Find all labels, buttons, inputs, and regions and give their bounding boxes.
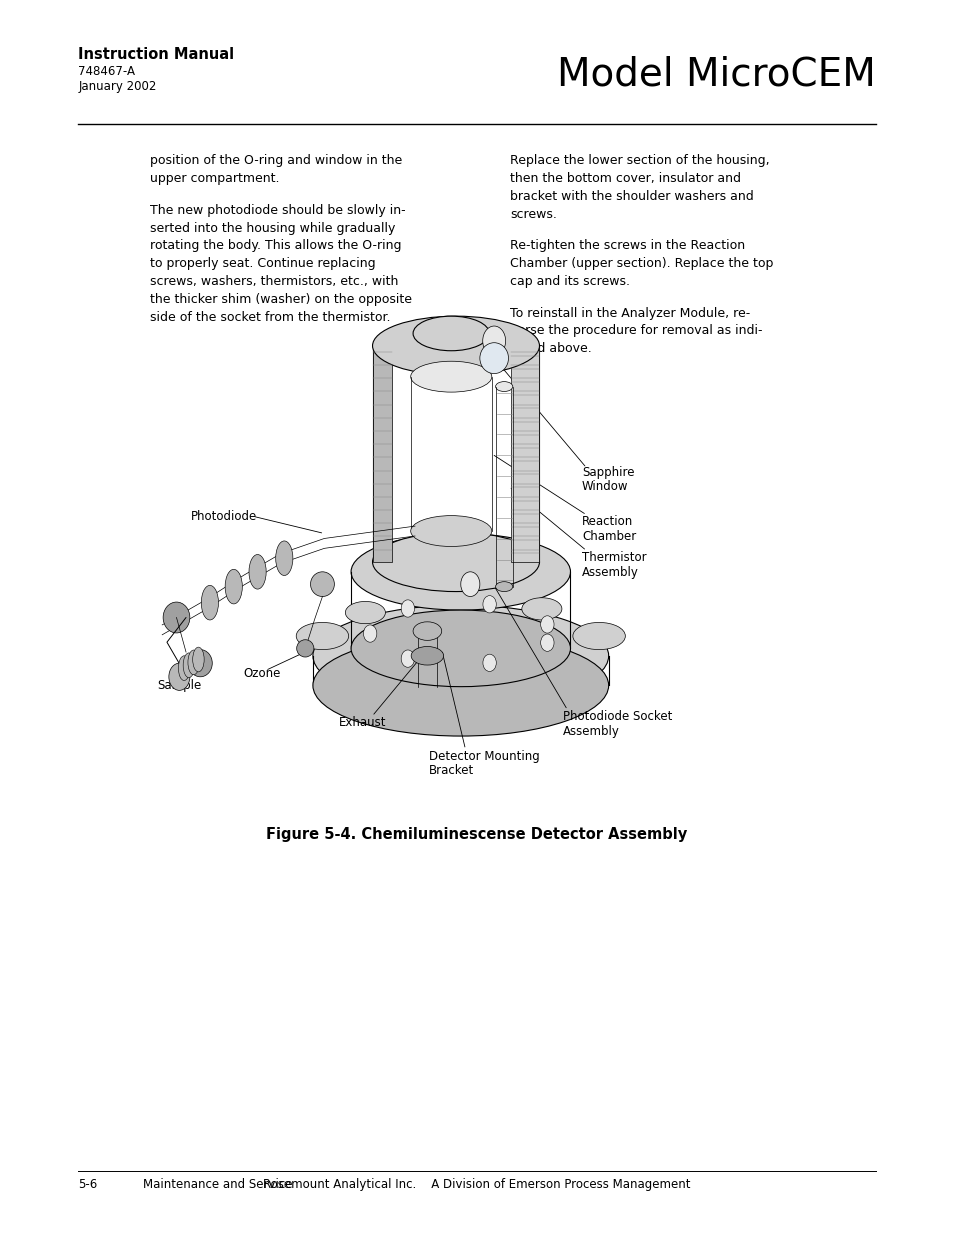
Ellipse shape: [521, 598, 561, 620]
Text: Sample: Sample: [157, 679, 201, 692]
Text: January 2002: January 2002: [78, 80, 156, 94]
Text: bracket with the shoulder washers and: bracket with the shoulder washers and: [510, 190, 754, 204]
Text: Thermistor: Thermistor: [581, 551, 646, 564]
Ellipse shape: [413, 621, 441, 640]
Text: Reaction: Reaction: [581, 515, 633, 529]
Text: then the bottom cover, insulator and: then the bottom cover, insulator and: [510, 173, 740, 185]
Ellipse shape: [188, 650, 212, 677]
Text: Photodiode Socket: Photodiode Socket: [562, 710, 672, 724]
Ellipse shape: [295, 622, 349, 650]
Text: 748467-A: 748467-A: [78, 65, 135, 79]
Ellipse shape: [178, 656, 190, 680]
Text: Chamber: Chamber: [581, 530, 636, 543]
Ellipse shape: [372, 316, 539, 375]
Circle shape: [482, 595, 496, 613]
Ellipse shape: [413, 316, 489, 351]
Ellipse shape: [225, 569, 242, 604]
Ellipse shape: [169, 663, 190, 690]
Text: Photodiode: Photodiode: [191, 510, 256, 522]
Text: Rosemount Analytical Inc.    A Division of Emerson Process Management: Rosemount Analytical Inc. A Division of …: [263, 1178, 690, 1192]
Text: To reinstall in the Analyzer Module, re-: To reinstall in the Analyzer Module, re-: [510, 306, 750, 320]
Ellipse shape: [479, 343, 508, 374]
Text: verse the procedure for removal as indi-: verse the procedure for removal as indi-: [510, 325, 762, 337]
Text: Assembly: Assembly: [581, 566, 639, 579]
Ellipse shape: [249, 555, 266, 589]
Text: The new photodiode should be slowly in-: The new photodiode should be slowly in-: [150, 204, 405, 216]
Text: Window: Window: [581, 480, 628, 494]
Text: upper compartment.: upper compartment.: [150, 173, 279, 185]
Text: Ozone: Ozone: [243, 667, 280, 679]
Text: screws.: screws.: [510, 207, 557, 221]
Text: rotating the body. This allows the O-ring: rotating the body. This allows the O-rin…: [150, 240, 401, 252]
FancyBboxPatch shape: [511, 346, 539, 562]
Text: to properly seat. Continue replacing: to properly seat. Continue replacing: [150, 257, 375, 270]
Ellipse shape: [496, 382, 512, 391]
Circle shape: [482, 326, 505, 356]
Ellipse shape: [163, 603, 190, 632]
Text: 5-6: 5-6: [78, 1178, 97, 1192]
Ellipse shape: [351, 610, 570, 687]
Ellipse shape: [345, 601, 385, 624]
Ellipse shape: [572, 622, 625, 650]
Text: Bracket: Bracket: [429, 764, 474, 778]
Text: Maintenance and Service: Maintenance and Service: [143, 1178, 293, 1192]
Text: Re-tighten the screws in the Reaction: Re-tighten the screws in the Reaction: [510, 240, 744, 252]
Ellipse shape: [411, 647, 443, 664]
Text: serted into the housing while gradually: serted into the housing while gradually: [150, 221, 395, 235]
Ellipse shape: [193, 647, 204, 672]
Circle shape: [401, 650, 415, 667]
Circle shape: [482, 655, 496, 672]
Text: Instruction Manual: Instruction Manual: [78, 47, 234, 62]
Text: Replace the lower section of the housing,: Replace the lower section of the housing…: [510, 154, 769, 168]
Ellipse shape: [201, 585, 218, 620]
Text: Assembly: Assembly: [562, 725, 619, 739]
Text: Figure 5-4. Chemiluminescense Detector Assembly: Figure 5-4. Chemiluminescense Detector A…: [266, 827, 687, 842]
Text: Detector Mounting: Detector Mounting: [429, 750, 539, 763]
Ellipse shape: [313, 605, 608, 706]
Text: Model MicroCEM: Model MicroCEM: [557, 56, 875, 94]
Text: Sapphire: Sapphire: [581, 466, 634, 479]
Text: side of the socket from the thermistor.: side of the socket from the thermistor.: [150, 311, 390, 324]
Circle shape: [540, 634, 554, 651]
Text: cated above.: cated above.: [510, 342, 592, 356]
Ellipse shape: [410, 516, 492, 547]
Ellipse shape: [275, 541, 293, 576]
Ellipse shape: [372, 532, 539, 592]
FancyBboxPatch shape: [372, 346, 391, 562]
Text: Exhaust: Exhaust: [338, 716, 386, 729]
Ellipse shape: [410, 362, 492, 393]
Ellipse shape: [311, 572, 335, 597]
Ellipse shape: [188, 650, 199, 674]
Circle shape: [460, 572, 479, 597]
Ellipse shape: [183, 653, 194, 678]
Circle shape: [363, 625, 376, 642]
Text: position of the O-ring and window in the: position of the O-ring and window in the: [150, 154, 401, 168]
Text: screws, washers, thermistors, etc., with: screws, washers, thermistors, etc., with: [150, 275, 397, 288]
Text: Chamber (upper section). Replace the top: Chamber (upper section). Replace the top: [510, 257, 773, 270]
Ellipse shape: [496, 582, 512, 592]
Ellipse shape: [351, 534, 570, 610]
Ellipse shape: [313, 635, 608, 736]
Ellipse shape: [296, 640, 314, 657]
Circle shape: [540, 616, 554, 634]
Text: the thicker shim (washer) on the opposite: the thicker shim (washer) on the opposit…: [150, 293, 412, 306]
Text: cap and its screws.: cap and its screws.: [510, 275, 630, 288]
Circle shape: [401, 600, 415, 618]
